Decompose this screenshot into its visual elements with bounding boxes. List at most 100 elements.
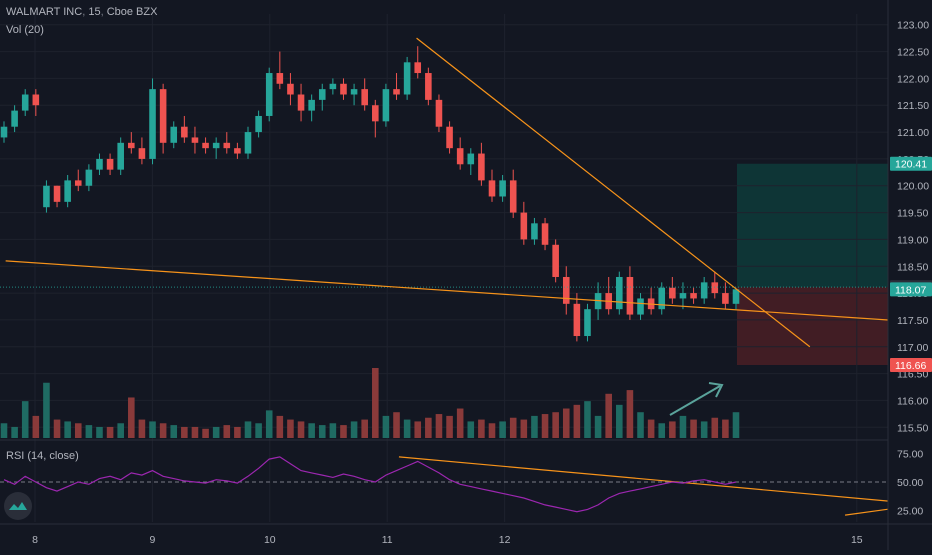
- candle-body: [21, 94, 29, 111]
- tradingview-logo-icon[interactable]: [4, 492, 32, 520]
- candle-body: [446, 126, 453, 149]
- volume-bar: [43, 382, 50, 438]
- candle-body: [372, 105, 379, 122]
- volume-bar: [403, 419, 411, 438]
- volume-bar: [53, 419, 61, 438]
- price-marker: [890, 282, 932, 297]
- volume-bar: [446, 415, 453, 438]
- volume-bar: [117, 423, 124, 438]
- rsi-indicator-label[interactable]: RSI (14, close): [6, 450, 79, 462]
- candle-body: [106, 158, 114, 170]
- volume-bars: [0, 368, 740, 438]
- interval[interactable]: 15: [88, 6, 101, 18]
- candle-body: [499, 180, 506, 197]
- candle-body: [361, 89, 368, 106]
- volume-bar: [149, 421, 156, 438]
- candle-body: [520, 212, 528, 240]
- symbol-name[interactable]: WALMART INC: [6, 6, 83, 18]
- volume-bar: [372, 368, 379, 438]
- volume-bar: [499, 421, 506, 438]
- volume-bar: [361, 419, 368, 438]
- candle-body: [690, 293, 697, 299]
- volume-bar: [223, 425, 231, 438]
- volume-bar: [393, 412, 400, 438]
- candle-body: [265, 73, 273, 116]
- candle-body: [308, 99, 315, 111]
- price-tick-label: 123.00: [897, 20, 929, 32]
- volume-bar: [616, 404, 623, 438]
- volume-bar: [711, 417, 719, 438]
- price-tick-label: 117.00: [897, 342, 928, 354]
- position-zones: [737, 163, 888, 366]
- volume-bar: [425, 417, 432, 438]
- volume-bar: [138, 419, 146, 438]
- candle-body: [85, 169, 93, 186]
- candle-body: [616, 276, 623, 310]
- chart-header: WALMART INC, 15, Cboe BZX: [6, 6, 158, 18]
- time-tick-label: 8: [32, 534, 38, 546]
- volume-bar: [382, 415, 390, 438]
- volume-bar: [626, 390, 634, 438]
- volume-bar: [509, 417, 517, 438]
- volume-bar: [690, 419, 697, 438]
- candle-body: [234, 148, 241, 154]
- candle-body: [96, 158, 103, 170]
- volume-bar: [541, 414, 549, 438]
- price-marker: [890, 156, 932, 171]
- volume-bar: [297, 421, 305, 438]
- volume-bar: [318, 425, 326, 438]
- price-tick-label: 116.00: [897, 395, 928, 407]
- volume-bar: [350, 421, 358, 438]
- profit-zone: [737, 163, 888, 288]
- volume-bar: [128, 397, 135, 438]
- candle-body: [181, 126, 188, 138]
- candles: [0, 46, 740, 342]
- volume-bar: [562, 408, 570, 438]
- volume-bar: [414, 421, 422, 438]
- time-tick-label: 10: [264, 534, 276, 546]
- volume-bar: [435, 414, 443, 438]
- candle-body: [626, 276, 634, 315]
- candle-body: [223, 142, 231, 149]
- price-tick-label: 119.00: [897, 234, 928, 246]
- candle-body: [159, 89, 167, 143]
- volume-bar: [308, 423, 315, 438]
- volume-bar: [669, 421, 676, 438]
- candle-body: [573, 303, 581, 337]
- volume-bar: [212, 426, 220, 438]
- time-tick-label: 11: [382, 534, 393, 546]
- time-tick-label: 15: [851, 534, 863, 546]
- volume-bar: [679, 415, 687, 438]
- volume-bar: [732, 412, 740, 438]
- candle-body: [732, 289, 740, 304]
- candle-body: [276, 73, 284, 84]
- volume-bar: [594, 415, 602, 438]
- volume-indicator-label[interactable]: Vol (20): [6, 24, 44, 36]
- candle-body: [53, 185, 61, 202]
- price-tick-label: 122.00: [897, 73, 929, 85]
- volume-bar: [0, 423, 8, 438]
- candle-body: [11, 110, 18, 127]
- volume-bar: [531, 415, 538, 438]
- candle-body: [191, 137, 199, 143]
- rsi-tick-label: 50.00: [897, 477, 923, 489]
- candle-body: [552, 244, 559, 277]
- candle-body: [297, 94, 305, 111]
- volume-bar: [340, 425, 347, 438]
- candle-body: [32, 94, 40, 106]
- rsi-pane: [0, 456, 888, 513]
- volume-bar: [584, 401, 591, 438]
- candle-body: [541, 223, 549, 245]
- price-tick-label: 117.50: [897, 315, 928, 327]
- volume-bar: [244, 421, 252, 438]
- rsi-trendline-down: [398, 456, 893, 503]
- candle-body: [64, 180, 71, 202]
- volume-bar: [722, 419, 729, 438]
- volume-bar: [637, 412, 644, 438]
- volume-bar: [181, 426, 188, 438]
- candle-body: [117, 142, 124, 170]
- volume-bar: [573, 404, 581, 438]
